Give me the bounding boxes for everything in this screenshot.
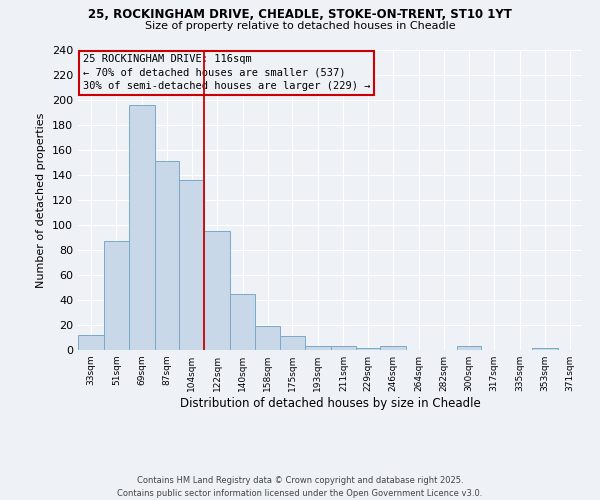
Bar [280,336,305,350]
X-axis label: Distribution of detached houses by size in Cheadle: Distribution of detached houses by size … [179,397,481,410]
Bar [205,231,230,350]
Bar [457,346,481,350]
Text: Contains HM Land Registry data © Crown copyright and database right 2025.
Contai: Contains HM Land Registry data © Crown c… [118,476,482,498]
Y-axis label: Number of detached properties: Number of detached properties [37,112,46,288]
Bar [230,294,256,350]
Bar [305,346,331,350]
Text: 25 ROCKINGHAM DRIVE: 116sqm
← 70% of detached houses are smaller (537)
30% of se: 25 ROCKINGHAM DRIVE: 116sqm ← 70% of det… [83,54,371,91]
Bar [104,242,129,350]
Bar [532,348,558,350]
Bar [356,348,380,350]
Bar [179,180,205,350]
Bar [331,346,356,350]
Bar [129,105,155,350]
Bar [155,161,179,350]
Text: Size of property relative to detached houses in Cheadle: Size of property relative to detached ho… [145,21,455,31]
Bar [256,326,280,350]
Text: 25, ROCKINGHAM DRIVE, CHEADLE, STOKE-ON-TRENT, ST10 1YT: 25, ROCKINGHAM DRIVE, CHEADLE, STOKE-ON-… [88,8,512,20]
Bar [78,335,104,350]
Bar [380,346,406,350]
